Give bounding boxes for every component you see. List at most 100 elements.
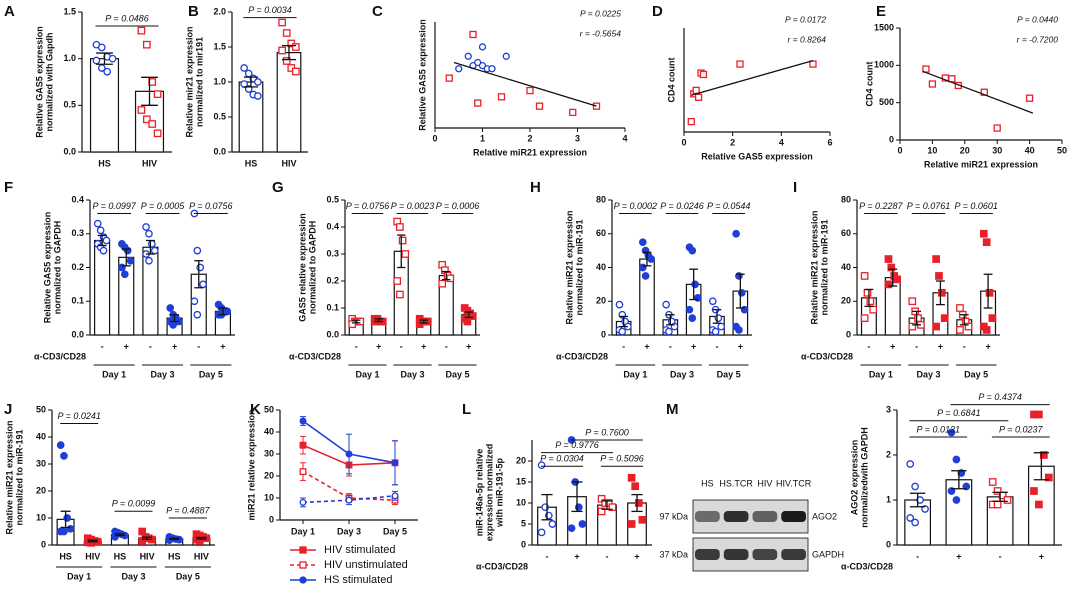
x-tick-label: + [376,341,381,351]
p-value: P = 0.4887 [166,505,210,515]
x-tick-label: - [546,551,549,561]
x-tick-label: - [669,341,672,351]
y-tick-label: 0.3 [326,248,339,258]
y-tick-label: 0 [889,134,894,144]
x-tick-label: - [101,341,104,351]
data-point [299,468,307,476]
x-tick-label: HIV [142,158,157,168]
data-point [869,305,878,314]
x-tick-label: 0 [432,133,437,143]
data-point [196,263,205,272]
p-value: P = 0.0006 [436,201,479,211]
y-tick-label: 50 [264,404,274,414]
bar [945,479,973,546]
x-tick-label: 10 [927,145,937,155]
data-point [299,417,307,425]
data-point [446,274,455,283]
blot-band [752,549,778,560]
data-point [497,93,506,101]
x-tick-label: 2 [730,137,735,147]
y-axis-label: normalized to GAPDH [52,221,62,315]
data-point [641,272,650,280]
group-label: Day 1 [623,369,647,379]
blot-band [723,549,749,560]
data-point [282,29,291,37]
error-bar [194,260,204,289]
group-label: Day 1 [67,571,91,581]
y-axis-label: normalized with Gapdh [44,32,54,131]
p-value: P = 0.0005 [141,201,185,211]
data-point [148,240,156,248]
data-point [662,300,670,309]
blot-band [752,511,778,522]
data-point [60,452,68,460]
data-point [401,250,410,258]
y-tick-label: 0 [846,329,851,339]
y-tick-label: 50 [36,404,46,414]
data-point [1040,451,1048,459]
y-tick-label: 0.0 [71,329,84,339]
p-value: P = 0.0756 [189,201,232,211]
data-point [735,326,743,334]
p-value: P = 0.0601 [954,201,997,211]
data-point [567,524,576,533]
data-point [1025,94,1034,102]
data-point [102,236,111,245]
series-line [302,470,396,501]
data-point [488,65,496,73]
error-bar [87,539,98,543]
y-tick-label: 20 [264,470,274,480]
group-label: Day 1 [355,369,379,379]
data-point [468,312,477,320]
x-tick-label: HS [98,158,111,168]
x-axis-label: Relative GAS5 expression [701,151,813,161]
group-label: Day 3 [916,369,940,379]
data-point [687,117,695,126]
y-tick-label: 0.1 [71,296,84,306]
x-tick-label: HS [114,551,127,561]
data-point [708,297,717,306]
data-point [940,314,949,322]
data-point [423,317,432,326]
data-point [398,236,407,245]
y-tick-label: 20 [36,485,46,495]
data-point [108,54,117,63]
y-tick-label: 0.1 [326,302,339,312]
y-axis-label: normalized to miR-191 [819,219,829,315]
data-point [993,124,1001,132]
data-point [145,256,153,265]
x-tick-label: HS [168,551,181,561]
data-point [982,326,991,334]
data-point [415,320,424,329]
x-tick-label: - [445,341,448,351]
data-point [717,322,726,331]
p-value: P = 0.0131 [917,424,960,434]
x-tick-label: - [963,341,966,351]
bar [93,239,111,336]
y-tick-label: 1500 [874,22,894,32]
panel-letter: E [876,3,886,20]
group-label: Day 3 [150,369,174,379]
panel-letter: D [652,3,663,20]
data-point [356,317,365,326]
y-axis-label: Relative GAS5 expression [42,212,52,324]
x-tick-label: + [644,341,649,351]
data-point [809,60,817,68]
data-point [906,460,915,468]
data-point [615,300,624,309]
panel-letter: H [530,179,541,196]
data-point [1035,500,1043,509]
y-tick-label: 0 [521,539,526,549]
p-value: P = 0.5096 [600,454,643,464]
p-value: P = 0.0034 [248,5,291,15]
annotation: r = -0.5654 [580,28,622,38]
lane-label: HIV.TCR [776,478,812,488]
data-point [166,304,175,312]
treatment-label: α-CD3/CD28 [556,351,608,361]
legend-label: HIV unstimulated [324,559,408,571]
x-tick-label: 4 [622,133,627,143]
group-label: Day 5 [176,571,200,581]
data-point [278,46,287,55]
data-point [688,246,697,255]
x-tick-label: + [634,551,639,561]
